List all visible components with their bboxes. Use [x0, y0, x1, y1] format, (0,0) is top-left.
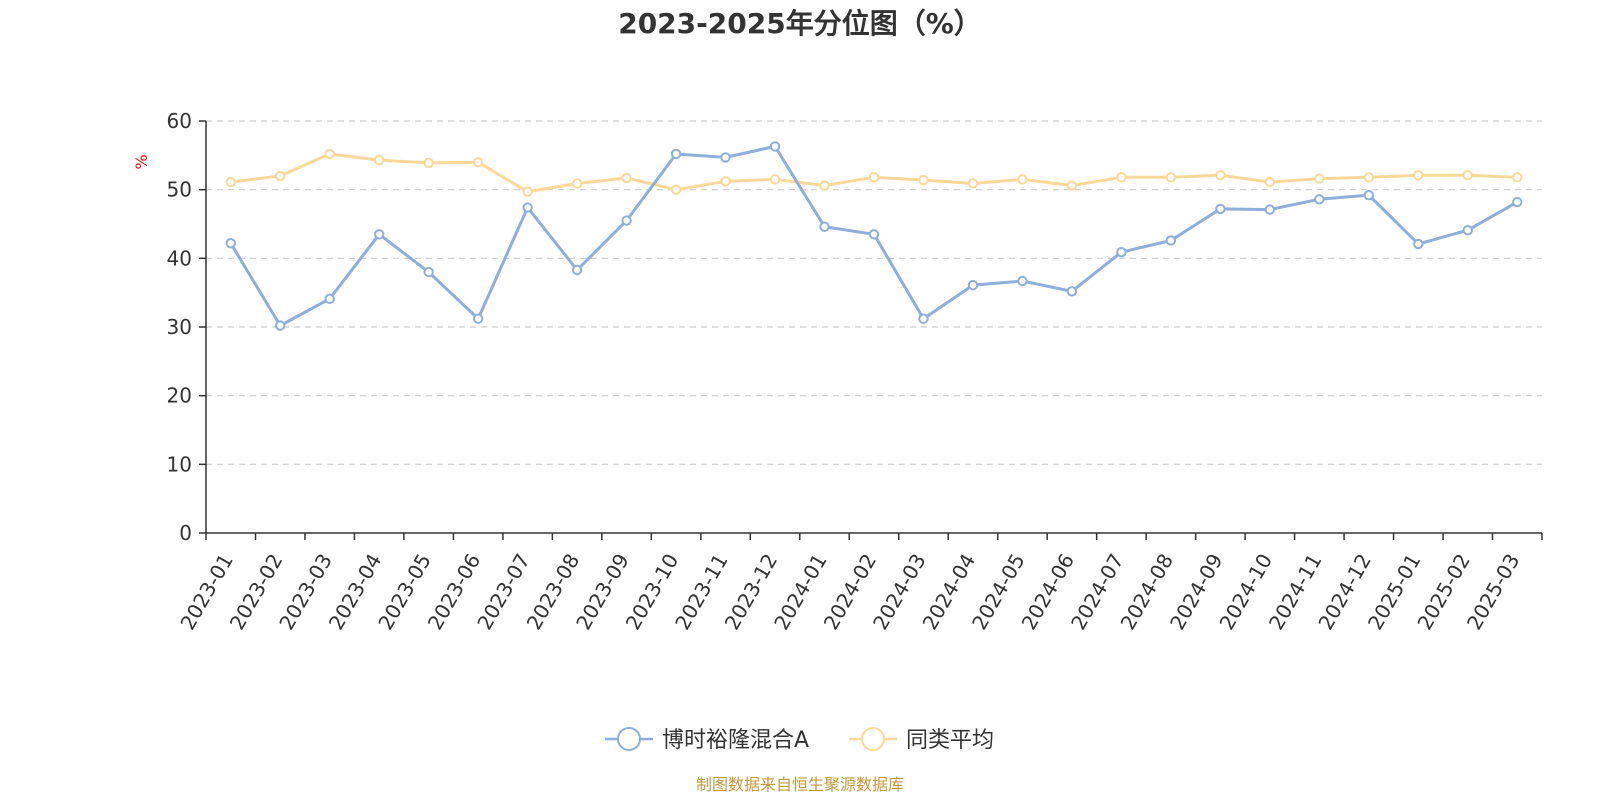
y-tick-label: 50 [167, 178, 192, 202]
data-point [1017, 174, 1028, 185]
data-point [423, 266, 434, 278]
data-point [918, 313, 929, 324]
data-point [1017, 275, 1028, 287]
data-point [769, 174, 781, 185]
data-point [1264, 204, 1276, 215]
data-point [1363, 172, 1375, 183]
data-point [1116, 172, 1127, 183]
y-axis-ticks: 0 10 20 30 40 50 60 [167, 109, 206, 545]
data-point [720, 176, 731, 187]
legend-marker-icon [617, 727, 641, 751]
data-point [373, 229, 385, 240]
data-point [819, 221, 830, 232]
data-point [967, 178, 979, 189]
legend-label: 同类平均 [906, 728, 994, 753]
y-axis-unit: % [132, 154, 151, 169]
data-point [1215, 203, 1226, 215]
data-point [769, 141, 781, 152]
data-point [1215, 170, 1226, 181]
data-source-note: 制图数据来自恒生聚源数据库 [696, 775, 904, 794]
y-tick-label: 40 [167, 246, 192, 270]
x-axis-ticks: 2023-012023-022023-032023-042023-052023-… [175, 533, 1543, 634]
data-point [472, 313, 484, 324]
data-point [472, 157, 484, 168]
data-point [1512, 196, 1523, 208]
data-point [324, 293, 335, 305]
chart-title: 2023-2025年分位图（%） [618, 7, 982, 40]
data-point [1165, 235, 1177, 246]
legend-item-1[interactable]: 同类平均 [849, 727, 994, 753]
y-tick-label: 20 [167, 384, 192, 408]
data-point [1462, 224, 1473, 236]
data-point [1413, 170, 1424, 181]
legend[interactable]: 博时裕隆混合A 同类平均 [605, 727, 994, 753]
data-point [1165, 172, 1177, 183]
data-point [225, 176, 236, 188]
data-point [423, 157, 434, 169]
legend-label: 博时裕隆混合A [662, 728, 809, 753]
data-point [275, 170, 286, 182]
data-point [522, 202, 533, 213]
legend-marker-icon [861, 727, 885, 751]
data-point [1314, 173, 1325, 184]
data-point [918, 174, 929, 186]
data-point [621, 172, 632, 184]
data-point [1066, 286, 1078, 297]
data-point [373, 154, 385, 166]
data-point [1116, 246, 1127, 258]
data-point [670, 148, 682, 160]
data-point [621, 215, 632, 226]
data-point [868, 172, 880, 183]
data-point [275, 320, 286, 331]
data-point [720, 152, 731, 163]
data-point [571, 178, 583, 189]
data-point [571, 264, 583, 276]
data-point [522, 186, 533, 197]
data-point [1314, 194, 1325, 205]
data-point [1413, 238, 1424, 250]
data-point [868, 229, 880, 240]
y-tick-label: 0 [179, 521, 192, 545]
data-point [819, 180, 830, 191]
grid-lines [206, 120, 1542, 465]
data-point [1363, 189, 1375, 201]
series-1 [225, 148, 1523, 197]
legend-item-0[interactable]: 博时裕隆混合A [605, 727, 809, 753]
data-point [324, 148, 335, 160]
series-0 [225, 141, 1523, 331]
y-tick-label: 10 [167, 452, 192, 476]
data-point [967, 279, 979, 291]
y-tick-label: 60 [167, 109, 192, 133]
data-point [1066, 180, 1078, 191]
data-point [225, 238, 236, 249]
y-tick-label: 30 [167, 315, 192, 339]
data-point [670, 184, 682, 195]
data-point [1462, 170, 1473, 181]
series-layer [225, 141, 1523, 331]
data-point [1264, 176, 1276, 188]
data-point [1512, 172, 1523, 183]
